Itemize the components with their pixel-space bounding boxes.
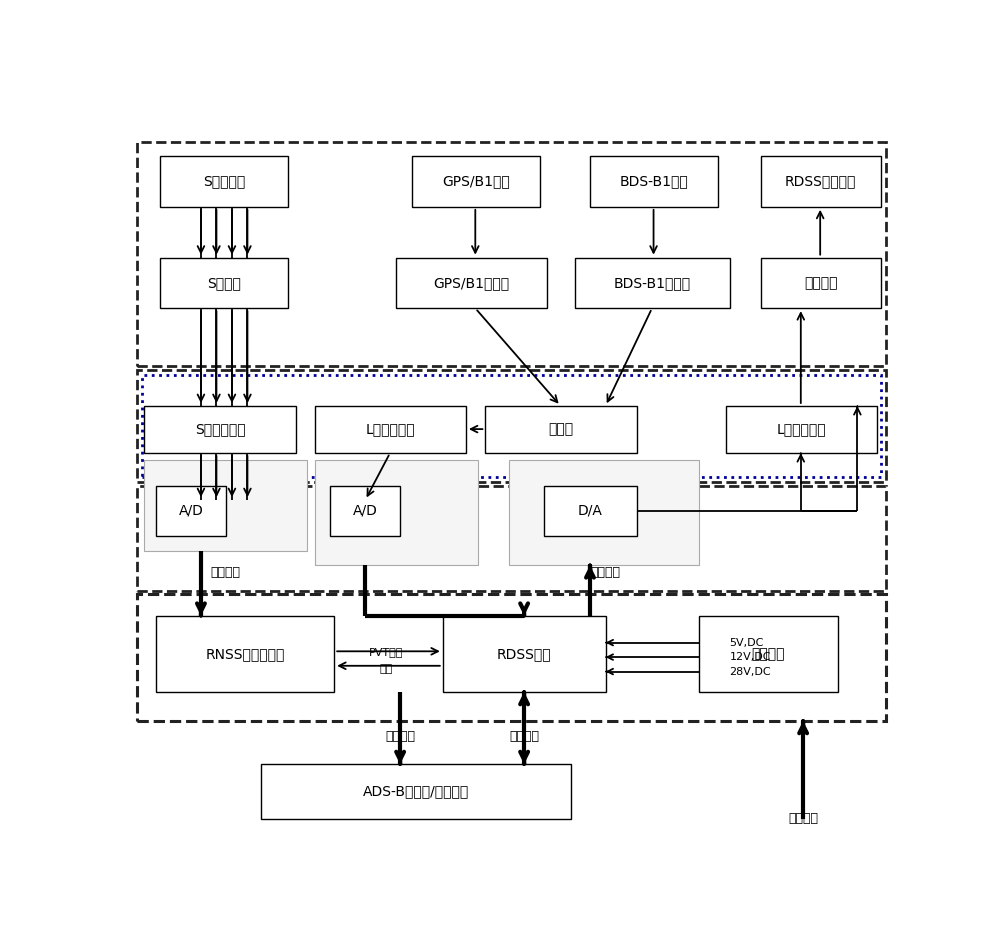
Bar [761, 258, 881, 308]
Bar [144, 461, 307, 551]
Text: 12V,DC: 12V,DC [730, 652, 771, 662]
Bar [142, 375, 881, 477]
Text: L上变频通道: L上变频通道 [776, 422, 826, 436]
Bar [137, 486, 886, 590]
Text: S天线阵元: S天线阵元 [203, 175, 245, 189]
Bar [137, 594, 886, 721]
Text: A/D: A/D [353, 504, 378, 518]
Text: BDS-B1天线: BDS-B1天线 [620, 175, 688, 189]
Text: A/D: A/D [178, 504, 203, 518]
Bar [315, 406, 466, 453]
Bar [261, 764, 571, 819]
Bar [330, 486, 400, 536]
Text: S低噪放: S低噪放 [207, 276, 241, 290]
Text: 模数转换: 模数转换 [211, 566, 241, 579]
Text: D/A: D/A [578, 504, 602, 518]
Bar [698, 616, 838, 692]
Bar [160, 156, 288, 207]
Text: 控制设置: 控制设置 [509, 730, 539, 744]
Bar [443, 616, 606, 692]
Bar [590, 156, 718, 207]
Text: 控制: 控制 [380, 664, 393, 674]
Bar [396, 258, 547, 308]
Text: S下变频通道: S下变频通道 [195, 422, 245, 436]
Bar [544, 486, 637, 536]
Bar [160, 258, 288, 308]
Text: 5V,DC: 5V,DC [730, 637, 764, 648]
Bar [315, 461, 478, 565]
Text: 合路器: 合路器 [548, 422, 574, 436]
Text: 数模转换: 数模转换 [590, 566, 620, 579]
Text: RDSS模块: RDSS模块 [497, 647, 551, 661]
Bar [574, 258, 730, 308]
Bar [761, 156, 881, 207]
Bar [144, 406, 296, 453]
Text: 电源模块: 电源模块 [752, 647, 785, 661]
Bar [137, 369, 886, 482]
Text: GPS/B1天线: GPS/B1天线 [442, 175, 510, 189]
Bar [509, 461, 698, 565]
Text: RNSS导航接收机: RNSS导航接收机 [205, 647, 285, 661]
Bar [726, 406, 877, 453]
Text: PVT信息: PVT信息 [369, 647, 403, 657]
Text: BDS-B1低噪放: BDS-B1低噪放 [613, 276, 691, 290]
Text: RDSS发射天线: RDSS发射天线 [785, 175, 856, 189]
Bar [156, 616, 334, 692]
Text: ADS-B应答机/显示设备: ADS-B应答机/显示设备 [362, 784, 469, 798]
Text: L下变频通道: L下变频通道 [366, 422, 415, 436]
Bar [137, 142, 886, 366]
Text: 信息上报: 信息上报 [385, 730, 415, 744]
Text: 功率放大: 功率放大 [804, 276, 837, 290]
Bar [485, 406, 637, 453]
Bar [412, 156, 540, 207]
Text: 外供电源: 外供电源 [788, 812, 818, 825]
Bar [156, 486, 226, 536]
Text: 28V,DC: 28V,DC [730, 666, 771, 677]
Text: GPS/B1低噪放: GPS/B1低噪放 [434, 276, 510, 290]
